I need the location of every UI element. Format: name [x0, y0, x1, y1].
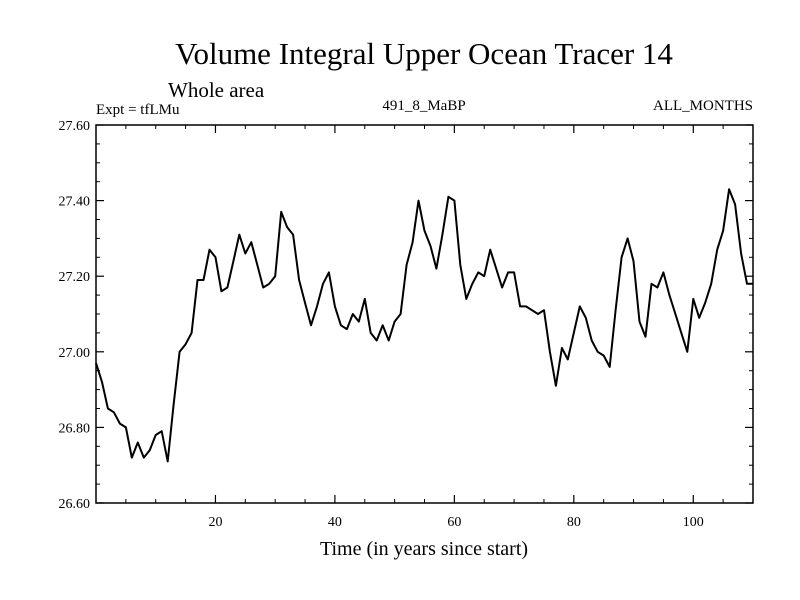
series-layer — [95, 188, 753, 463]
age-label: 491_8_MaBP — [382, 98, 465, 114]
chart-title: Volume Integral Upper Ocean Tracer 14 — [175, 36, 673, 71]
experiment-label: Expt = tfLMu — [96, 102, 180, 118]
x-tick-label: 20 — [208, 515, 222, 530]
x-axis: 20 40 60 80 100 — [125, 125, 724, 530]
y-tick-label: 27.60 — [59, 119, 91, 134]
series-line — [95, 188, 753, 463]
x-tick-label: 100 — [683, 515, 704, 530]
y-tick-label: 26.80 — [59, 421, 91, 436]
y-axis: 26.60 26.80 27.00 27.20 27.40 27.60 — [59, 119, 753, 512]
plot-frame — [95, 124, 754, 504]
chart-subtitle: Whole area — [168, 78, 265, 102]
x-tick-label: 60 — [447, 515, 461, 530]
y-tick-label: 27.20 — [59, 270, 91, 285]
y-tick-label: 27.00 — [59, 346, 91, 361]
x-axis-label: Time (in years since start) — [320, 538, 528, 560]
months-label: ALL_MONTHS — [653, 98, 753, 114]
x-tick-label: 80 — [567, 515, 581, 530]
y-tick-label: 26.60 — [59, 497, 91, 512]
y-tick-label: 27.40 — [59, 195, 91, 210]
x-tick-label: 40 — [328, 515, 342, 530]
